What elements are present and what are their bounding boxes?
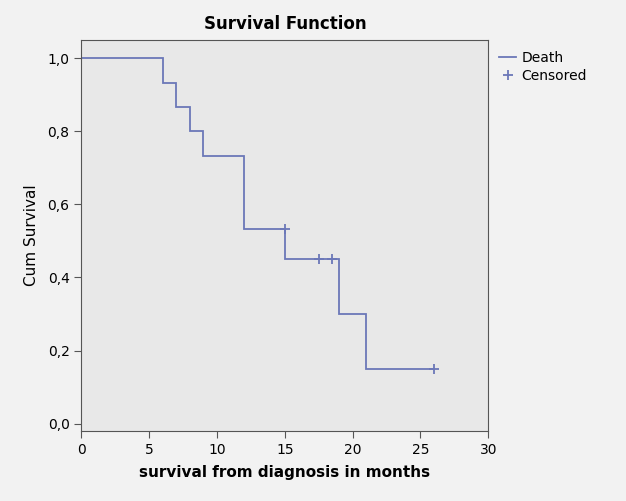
X-axis label: survival from diagnosis in months: survival from diagnosis in months [139,465,431,480]
Y-axis label: Cum Survival: Cum Survival [24,185,39,286]
Title: Survival Function: Survival Function [203,15,366,33]
Legend: Death, Censored: Death, Censored [495,47,592,87]
